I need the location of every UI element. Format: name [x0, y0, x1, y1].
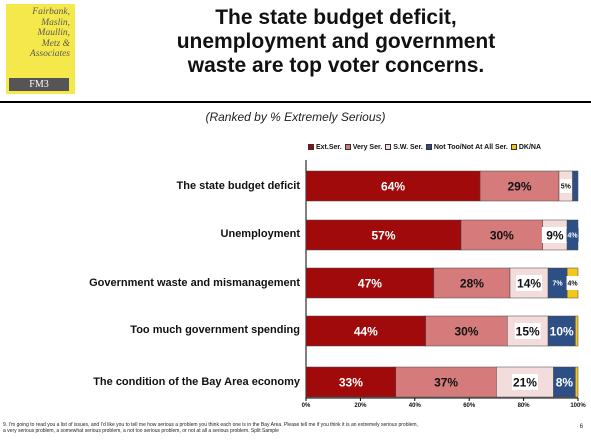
bar-segment — [425, 315, 508, 347]
x-tick-label: 80% — [518, 403, 531, 409]
legend-swatch — [510, 144, 517, 150]
legend-label: Very Ser. — [352, 143, 383, 151]
legend-swatch — [385, 144, 392, 150]
bar-segment — [460, 219, 543, 251]
x-tick-label: 100% — [570, 403, 586, 409]
page-number: 6 — [579, 424, 583, 430]
bar-segment — [305, 170, 481, 202]
chart-legend: Ext.Ser. Very Ser. S.W. Ser. Not Too/Not… — [308, 142, 544, 152]
title-line: The state budget deficit, — [215, 6, 457, 29]
category-label: Unemployment — [220, 228, 300, 240]
data-label: 33% — [339, 376, 363, 390]
category-label: Too much government spending — [130, 324, 300, 336]
logo-line: Associates — [29, 49, 70, 59]
logo-line: Fairbank, — [32, 7, 70, 17]
data-label: 7% — [553, 281, 564, 288]
legend-label: Ext.Ser. — [316, 143, 342, 151]
data-label: 44% — [354, 325, 378, 339]
question-footnote: 9. I’m going to read you a list of issue… — [3, 422, 563, 434]
data-label: 37% — [434, 376, 458, 390]
logo-tag: FM3 — [9, 78, 69, 91]
logo-line: Maullin, — [37, 28, 70, 38]
bar-segment — [433, 267, 511, 299]
category-label: The state budget deficit — [176, 180, 300, 192]
x-tick-label: 60% — [463, 403, 476, 409]
bar-segment — [547, 315, 576, 347]
data-label: 10% — [550, 325, 574, 339]
title-line: unemployment and government — [176, 30, 496, 53]
data-label: 14% — [517, 277, 541, 291]
category-label: The condition of the Bay Area economy — [93, 376, 300, 388]
bar-segment — [575, 366, 579, 398]
bar-segment — [305, 315, 426, 347]
bar-segment — [305, 219, 462, 251]
bar-segment — [305, 267, 435, 299]
legend-label: S.W. Ser. — [393, 143, 423, 151]
data-label-backdrop — [566, 276, 579, 290]
data-label: 64% — [381, 180, 405, 194]
data-label-backdrop — [514, 323, 541, 339]
data-label-backdrop — [559, 179, 572, 193]
footnote-line: a very serious problem, a somewhat serio… — [3, 428, 279, 434]
legend-swatch — [308, 144, 314, 150]
data-label: 4% — [567, 233, 578, 240]
x-tick-label: 20% — [354, 403, 367, 409]
logo-line: Maslin, — [41, 17, 70, 28]
title-divider — [0, 101, 591, 103]
logo-line: Metz & — [41, 38, 70, 49]
legend-swatch — [344, 144, 351, 150]
x-tick-label: 0% — [302, 403, 311, 409]
data-label: 5% — [561, 184, 572, 191]
legend-item-very-ser: Very Ser. — [344, 143, 383, 151]
data-label-backdrop — [516, 275, 543, 291]
legend-label: Not Too/Not At All Ser. — [433, 143, 508, 151]
data-label: 29% — [508, 180, 532, 194]
bar-segment — [305, 366, 397, 398]
legend-swatch — [425, 144, 432, 150]
data-label: 21% — [513, 376, 537, 390]
bar-segment — [575, 315, 579, 347]
data-label-backdrop — [541, 227, 568, 243]
category-label: Government waste and mismanagement — [89, 277, 300, 289]
data-label-backdrop — [551, 276, 564, 290]
title-line: waste are top voter concerns. — [187, 54, 485, 77]
data-label-backdrop — [566, 228, 579, 242]
data-label: 15% — [516, 325, 540, 339]
data-label: 30% — [490, 229, 514, 243]
legend-item-dk-na: DK/NA — [510, 143, 542, 151]
footnote-line: 9. I’m going to read you a list of issue… — [3, 422, 418, 428]
logo-firm-name: Fairbank, Maslin, Maullin, Metz & Associ… — [6, 7, 70, 60]
x-tick-label: 40% — [409, 403, 422, 409]
data-label: 8% — [556, 376, 574, 390]
slide-title: The state budget deficit, unemployment a… — [88, 6, 584, 78]
legend-label: DK/NA — [518, 143, 542, 151]
legend-item-ext-ser: Ext.Ser. — [308, 144, 342, 151]
legend-item-sw-ser: S.W. Ser. — [385, 144, 423, 151]
bar-segment — [479, 170, 560, 202]
bar-segment — [572, 170, 579, 202]
data-label: 57% — [372, 229, 396, 243]
chart-subtitle: (Ranked by % Extremely Serious) — [205, 110, 386, 124]
data-label: 9% — [546, 229, 564, 243]
data-label: 28% — [460, 277, 484, 291]
fm3-logo: Fairbank, Maslin, Maullin, Metz & Associ… — [6, 4, 75, 94]
data-label: 4% — [567, 281, 578, 288]
data-label: 30% — [454, 325, 478, 339]
data-label: 47% — [358, 277, 382, 291]
data-label-backdrop — [511, 374, 538, 390]
bar-segment — [395, 366, 497, 398]
legend-item-not-too: Not Too/Not At All Ser. — [425, 143, 508, 151]
